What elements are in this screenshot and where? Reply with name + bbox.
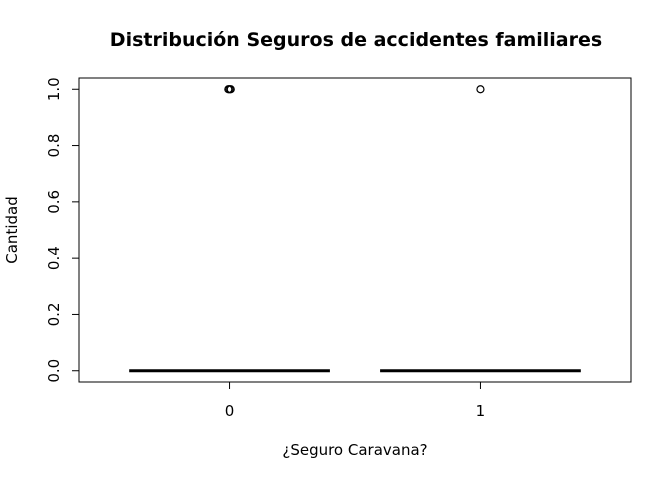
y-tick-label: 0.6 — [45, 190, 63, 214]
y-tick-label: 0.2 — [45, 303, 63, 327]
y-tick-label: 0.8 — [45, 134, 63, 158]
y-axis-label: Cantidad — [3, 196, 21, 263]
x-tick-label: 0 — [225, 402, 235, 420]
chart-title: Distribución Seguros de accidentes famil… — [110, 29, 602, 51]
y-tick-label: 0.0 — [45, 359, 63, 383]
y-tick-label: 0.4 — [45, 246, 63, 270]
y-axis: 0.0 0.2 0.4 0.6 0.8 1.0 — [45, 77, 80, 383]
x-tick-label: 1 — [476, 402, 486, 420]
plot-frame — [78, 77, 632, 383]
x-axis-label: ¿Seguro Caravana? — [282, 441, 427, 459]
outlier-point — [226, 85, 235, 94]
box-0 — [129, 85, 330, 373]
outlier-point — [476, 85, 485, 94]
y-tick-label: 1.0 — [45, 77, 63, 101]
box-series — [129, 85, 581, 373]
box-1 — [380, 85, 581, 373]
